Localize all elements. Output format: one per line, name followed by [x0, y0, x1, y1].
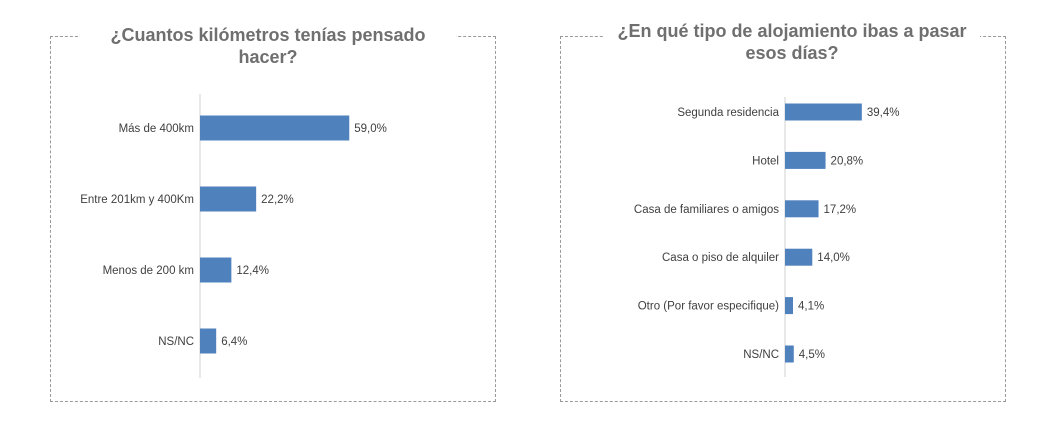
- category-label: NS/NC: [158, 336, 194, 348]
- category-label: NS/NC: [743, 349, 779, 361]
- category-label: Entre 201km y 400Km: [80, 194, 194, 206]
- data-label: 6,4%: [221, 336, 247, 348]
- bar: [785, 248, 813, 266]
- category-label: Otro (Por favor especifique): [638, 301, 779, 313]
- data-label: 14,0%: [817, 252, 850, 264]
- data-label: 4,5%: [799, 349, 825, 361]
- chart-title-kilometers: ¿Cuantos kilómetros tenías pensado hacer…: [80, 24, 456, 68]
- data-label: 12,4%: [236, 265, 269, 277]
- category-label: Hotel: [752, 155, 779, 167]
- data-label: 22,2%: [261, 194, 294, 206]
- category-label: Segunda residencia: [677, 107, 779, 119]
- chart-title-accommodation: ¿En qué tipo de alojamiento ibas a pasar…: [604, 20, 980, 64]
- bar: [200, 328, 217, 354]
- data-label: 39,4%: [867, 107, 900, 119]
- bar: [785, 103, 862, 121]
- category-label: Casa de familiares o amigos: [634, 204, 779, 216]
- data-label: 17,2%: [824, 204, 857, 216]
- bar: [785, 297, 793, 315]
- bar: [200, 257, 232, 283]
- category-label: Casa o piso de alquiler: [662, 252, 779, 264]
- bar: [785, 345, 794, 363]
- category-label: Menos de 200 km: [103, 265, 194, 277]
- bar: [200, 115, 350, 141]
- category-label: Más de 400km: [119, 123, 194, 135]
- bar: [785, 200, 819, 218]
- data-label: 59,0%: [354, 123, 387, 135]
- data-label: 4,1%: [798, 301, 824, 313]
- bar: [785, 151, 826, 169]
- bar: [200, 186, 257, 212]
- data-label: 20,8%: [831, 155, 864, 167]
